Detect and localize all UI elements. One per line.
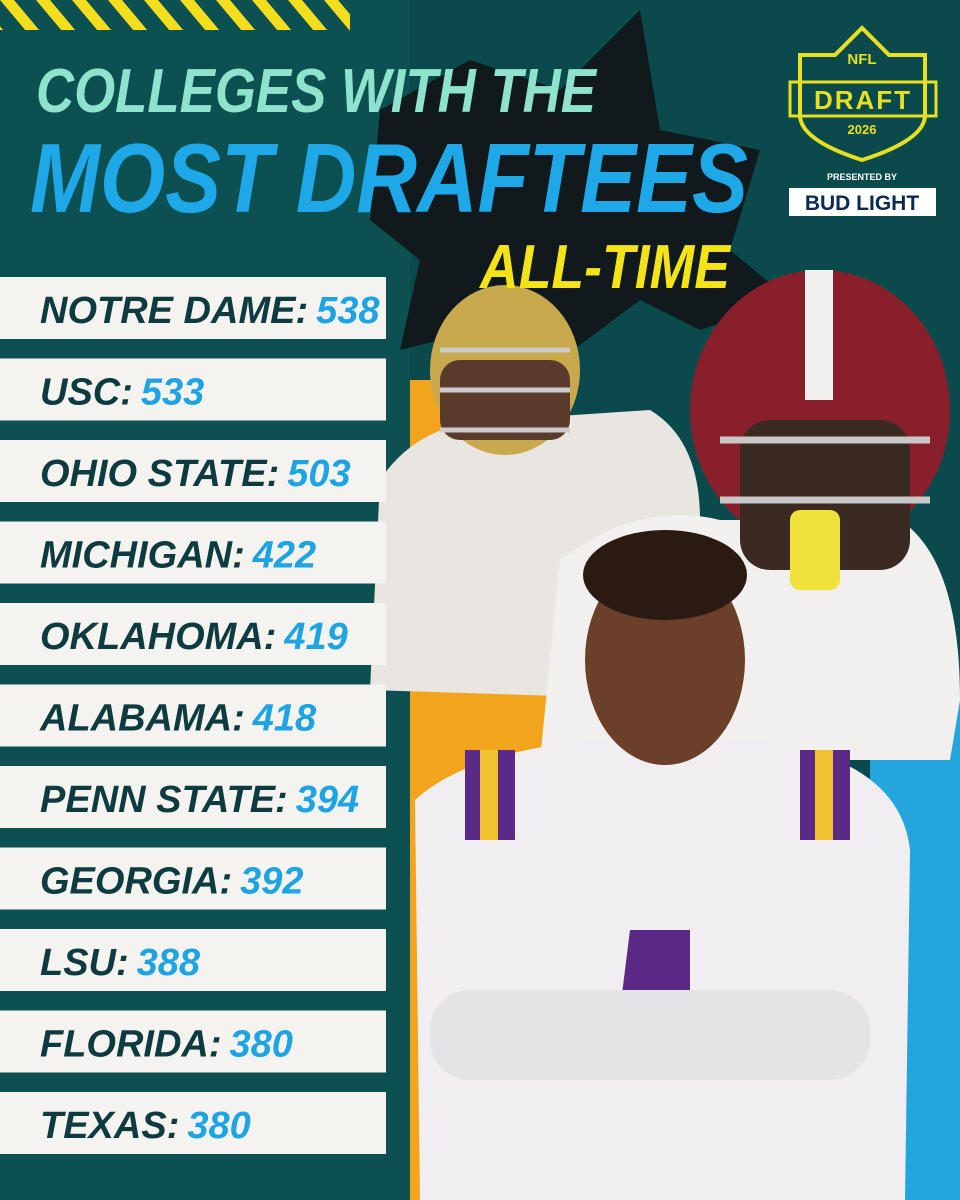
college-name: USC:	[40, 372, 133, 414]
college-name: OHIO STATE:	[40, 453, 279, 495]
college-name: LSU:	[40, 942, 129, 984]
row-text: FLORIDA: 380	[40, 1024, 293, 1066]
sponsor: BUD LIGHT	[805, 192, 919, 215]
row-text: LSU: 388	[40, 942, 201, 984]
college-name: TEXAS:	[40, 1105, 179, 1147]
row-text: ALABAMA: 418	[39, 698, 317, 740]
row-background	[0, 929, 386, 991]
draftee-count: 380	[187, 1105, 250, 1147]
row-text: MICHIGAN: 422	[40, 535, 316, 577]
row-background	[0, 766, 386, 828]
presented-by: PRESENTED BY	[827, 172, 897, 182]
college-row: MICHIGAN: 422	[0, 521, 386, 584]
row-text: TEXAS: 380	[40, 1105, 251, 1147]
headline-line2: MOST DRAFTEES	[30, 123, 748, 233]
draftee-count: 422	[252, 535, 316, 577]
college-name: PENN STATE:	[40, 779, 288, 821]
draft-logo: NFL DRAFT 2026 PRESENTED BY BUD LIGHT	[788, 25, 938, 216]
row-background	[0, 521, 386, 584]
logo-league: NFL	[847, 51, 876, 68]
draftee-count: 418	[252, 698, 317, 740]
row-background	[0, 847, 386, 910]
starburst	[370, 10, 790, 360]
college-name: OKLAHOMA:	[40, 616, 276, 658]
college-list: NOTRE DAME: 538 USC: 533 OHIO STATE: 503 MICHI…	[0, 277, 386, 1154]
logo-box	[788, 80, 938, 118]
college-name: GEORGIA:	[40, 861, 232, 903]
college-name: ALABAMA:	[39, 698, 245, 740]
draftee-count: 394	[296, 779, 359, 821]
college-row: PENN STATE: 394	[0, 766, 386, 828]
college-row: ALABAMA: 418	[0, 684, 386, 747]
draftee-count: 380	[230, 1024, 293, 1066]
stripes-top	[0, 0, 350, 30]
draftee-count: 419	[283, 616, 347, 658]
row-background	[0, 277, 386, 339]
row-text: NOTRE DAME: 538	[40, 290, 380, 332]
row-background	[0, 1010, 386, 1073]
headline-line1: COLLEGES WITH THE	[36, 57, 597, 126]
college-row: OHIO STATE: 503	[0, 440, 386, 502]
row-text: GEORGIA: 392	[40, 861, 304, 903]
row-text: OHIO STATE: 503	[40, 453, 351, 495]
college-row: LSU: 388	[0, 929, 386, 991]
headline-line3: ALL-TIME	[478, 233, 731, 302]
college-row: USC: 533	[0, 358, 386, 421]
college-name: MICHIGAN:	[40, 535, 245, 577]
row-background	[0, 440, 386, 502]
row-text: PENN STATE: 394	[40, 779, 359, 821]
panel	[0, 0, 410, 1200]
row-text: OKLAHOMA: 419	[40, 616, 348, 658]
college-name: NOTRE DAME:	[40, 290, 308, 332]
logo-event: DRAFT	[814, 85, 912, 115]
player-center	[415, 530, 910, 1200]
logo-year: 2026	[848, 122, 877, 137]
draftee-count: 388	[137, 942, 201, 984]
sponsor-box	[789, 188, 936, 216]
draftee-count: 538	[316, 290, 380, 332]
draftee-count: 392	[240, 861, 303, 903]
row-background	[0, 1092, 386, 1154]
college-row: OKLAHOMA: 419	[0, 603, 386, 665]
row-text: USC: 533	[40, 372, 204, 414]
row-background	[0, 684, 386, 747]
draftee-count: 503	[287, 453, 350, 495]
draftee-count: 533	[141, 372, 204, 414]
college-row: TEXAS: 380	[0, 1092, 386, 1154]
college-row: NOTRE DAME: 538	[0, 277, 386, 339]
college-row: FLORIDA: 380	[0, 1010, 386, 1073]
college-name: FLORIDA:	[40, 1024, 222, 1066]
college-row: GEORGIA: 392	[0, 847, 386, 910]
row-background	[0, 358, 386, 421]
row-background	[0, 603, 386, 665]
